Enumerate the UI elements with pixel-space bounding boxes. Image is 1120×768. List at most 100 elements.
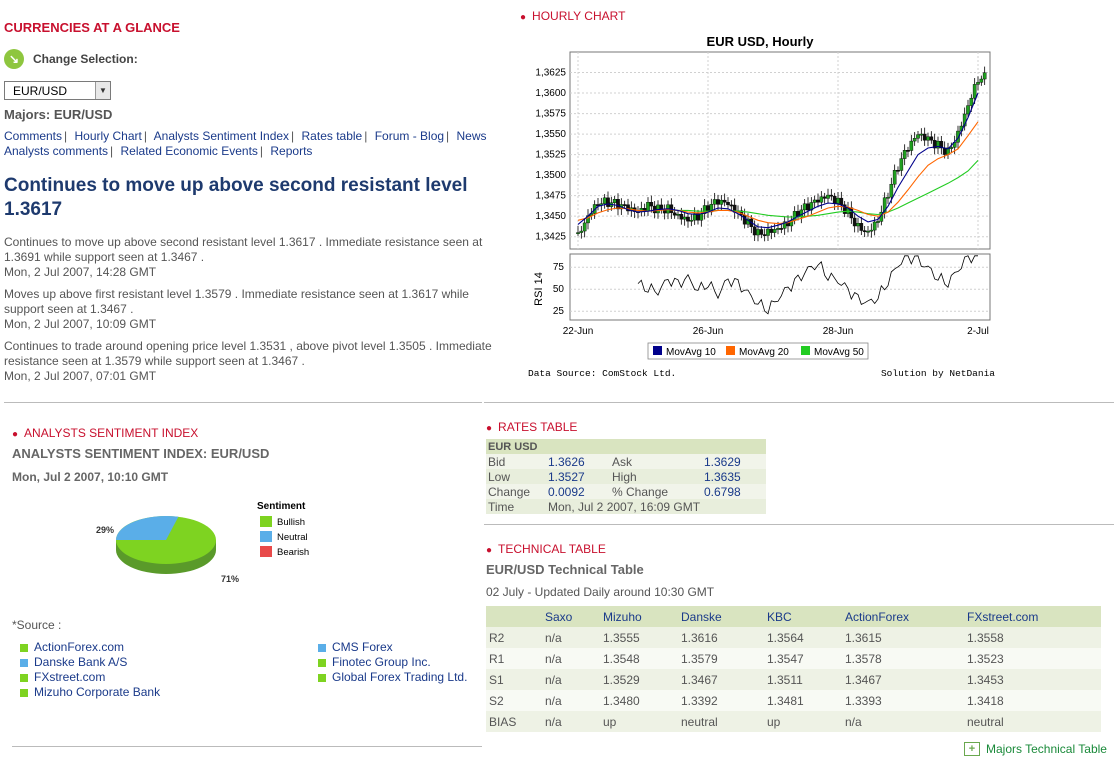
candle-body [579, 230, 584, 233]
technical-section-title: ● TECHNICAL TABLE [486, 542, 606, 556]
technical-table: Saxo Mizuho Danske KBC ActionForex FXstr… [486, 606, 1101, 732]
source-item[interactable]: Finotec Group Inc. [318, 655, 467, 670]
rates-label: Ask [612, 454, 633, 469]
candle-body [822, 196, 827, 199]
candle-body [602, 197, 607, 204]
divider [4, 402, 482, 403]
x-tick-label: 26-Jun [693, 326, 724, 337]
legend-swatch-bearish [260, 546, 272, 557]
candle-body [886, 196, 890, 199]
candle-body [606, 197, 610, 207]
nav-link-forum-blog[interactable]: Forum - Blog [374, 129, 445, 143]
rates-section-title: ● RATES TABLE [486, 420, 578, 434]
nav-link-sentiment[interactable]: Analysts Sentiment Index [153, 129, 290, 143]
movavg-10-line [577, 92, 979, 229]
technical-header: Danske [678, 606, 764, 627]
nav-link-comments[interactable]: Comments [4, 129, 63, 143]
candle-body [882, 197, 887, 213]
candle-body [942, 147, 947, 155]
rates-pair: EUR USD [486, 439, 766, 454]
candle-body [656, 204, 660, 214]
rates-value: 0.6798 [704, 484, 741, 499]
nav-link-hourly-chart[interactable]: Hourly Chart [74, 129, 142, 143]
candle-body [979, 78, 984, 83]
y-tick-label: 1,3525 [535, 150, 566, 161]
source-item[interactable]: Global Forex Trading Ltd. [318, 670, 467, 685]
source-list-right: CMS Forex Finotec Group Inc. Global Fore… [318, 640, 467, 685]
news-item: Continues to move up above second resist… [4, 235, 504, 280]
price-panel: 1,3625 1,3600 1,3575 1,3550 1,3525 1,3500 1,34… [535, 51, 991, 250]
candle-body [826, 194, 830, 199]
candle-body [832, 196, 837, 204]
sentiment-pie: 29% 71% Sentiment Bullish Neutral Bearis… [96, 501, 309, 584]
x-tick-label: 22-Jun [563, 326, 594, 337]
rates-label: Change [488, 484, 531, 499]
candle-body [876, 221, 880, 223]
candle-body [982, 72, 987, 80]
candle-body [576, 232, 580, 234]
y-tick-label: 1,3425 [535, 232, 566, 243]
movavg-20-line [577, 121, 979, 225]
news-date: Mon, 2 Jul 2007, 14:28 GMT [4, 265, 157, 279]
source-item[interactable]: FXstreet.com [20, 670, 160, 685]
x-tick-label: 28-Jun [823, 326, 854, 337]
rates-value: 1.3635 [704, 469, 741, 484]
pie-label-neutral: 29% [96, 525, 114, 535]
nav-link-news[interactable]: News [456, 129, 487, 143]
news-item: Moves up above first resistant level 1.3… [4, 287, 504, 332]
candle-body [976, 82, 980, 85]
candle-body [939, 140, 944, 149]
rsi-panel: 75 50 25 RSI 14 [533, 253, 991, 321]
candle-body [969, 97, 974, 106]
square-icon [318, 643, 326, 652]
sentiment-subtitle: ANALYSTS SENTIMENT INDEX: EUR/USD [12, 446, 270, 461]
majors-label: Majors: EUR/USD [4, 107, 113, 122]
change-selection-label: Change Selection: [33, 52, 138, 66]
candle-body [682, 216, 687, 220]
rates-row: Bid 1.3626 Ask 1.3629 [486, 454, 766, 469]
majors-technical-link[interactable]: + Majors Technical Table [964, 742, 1107, 756]
y-tick-label: 1,3475 [535, 191, 566, 202]
nav-link-analysts-comments[interactable]: Analysts comments [4, 144, 109, 158]
legend-box [647, 342, 869, 360]
rates-label: High [612, 469, 637, 484]
divider [484, 402, 1114, 403]
change-selection[interactable]: ↘ Change Selection: [4, 49, 138, 69]
candle-body [899, 158, 904, 171]
pair-select[interactable]: EUR/USD ▼ [4, 81, 111, 100]
table-row: R2 n/a 1.3555 1.3616 1.3564 1.3615 1.3558 [486, 627, 1101, 648]
legend-label: MovAvg 50 [814, 347, 864, 358]
candle-body [922, 133, 927, 141]
sentiment-section-title: ● ANALYSTS SENTIMENT INDEX [12, 426, 199, 440]
divider [12, 746, 482, 747]
nav-link-rates-table[interactable]: Rates table [301, 129, 363, 143]
source-item[interactable]: CMS Forex [318, 640, 467, 655]
nav-link-economic-events[interactable]: Related Economic Events [120, 144, 258, 158]
legend-label-bearish: Bearish [277, 547, 309, 558]
candle-body [719, 199, 724, 205]
legend-swatch [653, 346, 662, 355]
source-label: *Source : [12, 618, 62, 632]
y-tick-label: 1,3625 [535, 68, 566, 79]
nav-link-reports[interactable]: Reports [270, 144, 313, 158]
candle-body [926, 136, 930, 141]
source-item[interactable]: Danske Bank A/S [20, 655, 160, 670]
rsi-tick-label: 25 [553, 306, 565, 317]
sentiment-legend: Bullish Neutral Bearish [260, 516, 309, 558]
candle-body [729, 204, 734, 207]
solution-credit: Solution by NetDania [881, 368, 995, 379]
source-item[interactable]: Mizuho Corporate Bank [20, 685, 160, 700]
candle-body [902, 150, 907, 159]
chevron-down-icon[interactable]: ▼ [95, 82, 110, 99]
candle-body [972, 84, 977, 99]
hourly-chart[interactable]: EUR USD, Hourly 1,3625 1,3600 1,3575 1,3550… [520, 30, 1000, 380]
headline[interactable]: Continues to move up above second resist… [4, 175, 468, 220]
candle-body [742, 214, 747, 225]
y-tick-label: 1,3500 [535, 170, 566, 181]
source-item[interactable]: ActionForex.com [20, 640, 160, 655]
legend-label-neutral: Neutral [277, 532, 308, 543]
candle-body [646, 202, 650, 212]
bullet-icon: ● [520, 12, 527, 23]
rates-table: EUR USD Bid 1.3626 Ask 1.3629 Low 1.3527… [486, 439, 766, 514]
technical-header: KBC [764, 606, 842, 627]
